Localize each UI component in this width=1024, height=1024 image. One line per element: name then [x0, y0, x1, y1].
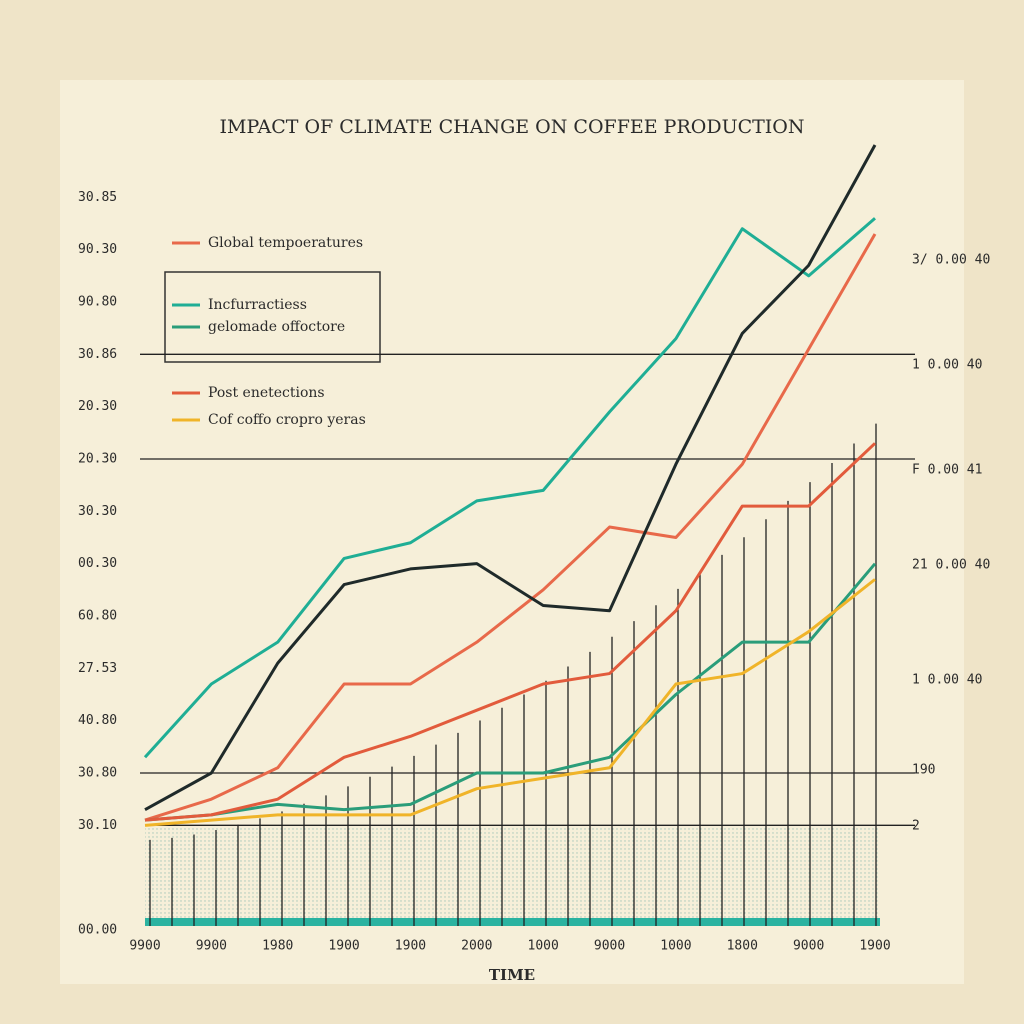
legend-box [164, 271, 381, 363]
y-tick-label: 30.80 [78, 766, 117, 781]
x-tick-label: 9000 [793, 939, 824, 954]
legend-label: gelomade offoctore [208, 319, 345, 335]
y-tick-label: 40.80 [78, 713, 117, 728]
right-label: 190 [912, 763, 935, 778]
y-tick-label: 30.85 [78, 190, 117, 205]
right-label: 2 [912, 819, 920, 834]
x-axis-label: TIME [489, 966, 535, 984]
chart-title: IMPACT OF CLIMATE CHANGE ON COFFEE PRODU… [219, 116, 804, 138]
right-label: F 0.00 41 [912, 463, 982, 478]
x-tick-label: 9900 [129, 939, 160, 954]
x-tick-label: 1000 [528, 939, 559, 954]
x-tick-label: 9900 [196, 939, 227, 954]
legend-label: Incfurractiess [208, 297, 307, 313]
y-tick-label: 27.53 [78, 661, 117, 676]
x-tick-label: 9000 [594, 939, 625, 954]
series-line [144, 578, 876, 827]
x-tick-label: 2000 [461, 939, 492, 954]
legend-label: Cof coffo cropro yeras [208, 412, 366, 428]
right-label: 21 0.00 40 [912, 558, 990, 573]
series-line [144, 144, 877, 811]
series-line [144, 562, 877, 822]
legend-label: Global tempoeratures [208, 235, 363, 251]
x-tick-label: 1980 [262, 939, 293, 954]
x-tick-label: 1900 [395, 939, 426, 954]
y-tick-label: 00.00 [78, 923, 117, 938]
series-line [143, 217, 876, 759]
y-tick-label: 20.30 [78, 399, 117, 414]
series-line [144, 442, 877, 822]
y-tick-label: 90.80 [78, 295, 117, 310]
right-label: 1 0.00 40 [912, 673, 982, 688]
hatched-region [145, 826, 880, 926]
legend-label: Post enetections [208, 385, 325, 401]
y-tick-label: 90.30 [78, 242, 117, 257]
right-label: 3/ 0.00 40 [912, 253, 990, 268]
y-tick-label: 60.80 [78, 609, 117, 624]
right-label: 1 0.00 40 [912, 358, 982, 373]
x-tick-label: 1800 [727, 939, 758, 954]
y-tick-label: 00.30 [78, 556, 117, 571]
y-tick-label: 30.86 [78, 347, 117, 362]
y-tick-label: 30.10 [78, 818, 117, 833]
y-tick-label: 30.30 [78, 504, 117, 519]
y-tick-label: 20.30 [78, 452, 117, 467]
series-line [144, 233, 877, 822]
x-tick-label: 1900 [328, 939, 359, 954]
x-tick-label: 1000 [660, 939, 691, 954]
x-tick-label: 1900 [859, 939, 890, 954]
baseline-band [145, 918, 880, 926]
